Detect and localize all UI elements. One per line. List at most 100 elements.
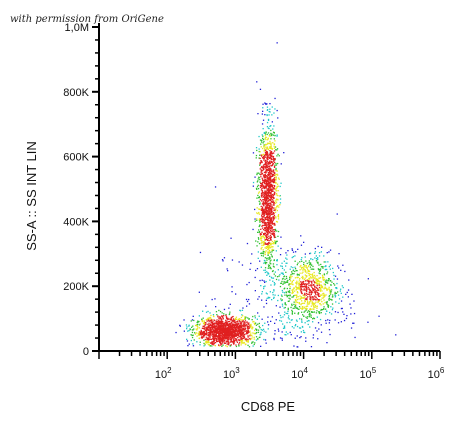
data-point bbox=[218, 317, 220, 319]
data-point bbox=[275, 199, 277, 201]
data-point bbox=[339, 290, 341, 292]
data-point bbox=[295, 306, 297, 308]
data-point bbox=[218, 332, 220, 335]
data-point bbox=[246, 325, 248, 327]
data-point bbox=[296, 287, 298, 289]
data-point bbox=[303, 307, 305, 309]
data-point bbox=[332, 267, 334, 270]
data-point bbox=[268, 182, 270, 184]
data-point bbox=[305, 287, 307, 289]
data-point bbox=[278, 312, 280, 314]
data-point bbox=[213, 333, 215, 335]
data-point bbox=[235, 329, 238, 331]
data-point bbox=[378, 315, 380, 317]
data-point bbox=[327, 319, 329, 321]
data-point bbox=[234, 335, 236, 337]
data-point bbox=[313, 317, 316, 320]
data-point bbox=[306, 305, 308, 307]
data-point bbox=[312, 265, 314, 268]
data-point bbox=[237, 330, 239, 332]
data-point bbox=[270, 219, 273, 221]
data-point bbox=[291, 309, 293, 312]
data-point bbox=[265, 152, 267, 154]
data-point bbox=[310, 276, 312, 278]
data-point bbox=[267, 194, 269, 196]
data-point bbox=[207, 328, 209, 330]
data-point bbox=[228, 313, 230, 316]
data-point bbox=[229, 337, 231, 340]
data-point bbox=[229, 341, 231, 343]
data-point bbox=[326, 271, 329, 273]
data-point bbox=[309, 302, 311, 304]
data-point bbox=[273, 284, 276, 286]
data-point bbox=[326, 342, 328, 344]
data-point bbox=[188, 329, 190, 332]
data-point bbox=[239, 318, 241, 320]
data-point bbox=[254, 208, 256, 211]
data-point bbox=[240, 332, 242, 334]
data-point bbox=[267, 226, 270, 229]
data-point bbox=[267, 247, 269, 249]
data-point bbox=[204, 327, 206, 329]
data-point bbox=[263, 237, 266, 239]
data-point bbox=[309, 263, 311, 265]
data-point bbox=[240, 326, 243, 328]
data-point bbox=[207, 319, 210, 321]
data-point bbox=[261, 155, 263, 157]
data-point bbox=[270, 247, 272, 249]
data-point bbox=[349, 303, 351, 305]
data-point bbox=[231, 286, 233, 288]
data-point bbox=[262, 250, 264, 253]
data-point bbox=[183, 319, 185, 321]
data-point bbox=[266, 195, 268, 198]
data-point bbox=[265, 246, 267, 248]
scatter-points bbox=[175, 42, 397, 348]
data-point bbox=[252, 315, 254, 318]
data-point bbox=[199, 251, 202, 254]
data-point bbox=[220, 323, 222, 325]
data-point bbox=[259, 334, 261, 336]
data-point bbox=[242, 315, 244, 317]
data-point bbox=[266, 179, 268, 182]
data-point bbox=[242, 326, 244, 328]
data-point bbox=[225, 340, 227, 342]
data-point bbox=[274, 179, 276, 181]
data-point bbox=[224, 328, 226, 331]
data-point bbox=[226, 341, 229, 343]
data-point bbox=[302, 283, 305, 285]
data-point bbox=[261, 299, 263, 301]
data-point bbox=[223, 331, 226, 333]
data-point bbox=[263, 138, 265, 141]
data-point bbox=[310, 308, 312, 311]
data-point bbox=[219, 324, 221, 326]
data-point bbox=[234, 333, 236, 335]
data-point bbox=[207, 323, 209, 325]
data-point bbox=[263, 179, 265, 182]
data-point bbox=[231, 327, 233, 329]
data-point bbox=[300, 284, 302, 286]
data-point bbox=[275, 305, 277, 307]
data-point bbox=[210, 329, 212, 331]
data-point bbox=[327, 305, 329, 307]
data-point bbox=[263, 145, 265, 147]
data-point bbox=[260, 254, 263, 257]
data-point bbox=[295, 324, 297, 326]
data-point bbox=[264, 152, 267, 154]
data-point bbox=[283, 269, 285, 271]
data-point bbox=[260, 182, 262, 185]
data-point bbox=[268, 228, 270, 230]
data-point bbox=[308, 274, 310, 277]
data-point bbox=[274, 236, 276, 238]
data-point bbox=[296, 295, 298, 297]
data-point bbox=[247, 328, 249, 330]
data-point bbox=[351, 293, 353, 295]
data-point bbox=[304, 277, 306, 279]
data-point bbox=[312, 275, 314, 277]
data-point bbox=[298, 327, 301, 329]
data-point bbox=[214, 186, 217, 188]
data-point bbox=[210, 321, 212, 324]
data-point bbox=[269, 173, 271, 176]
data-point bbox=[267, 148, 270, 151]
data-point bbox=[235, 323, 237, 325]
data-point bbox=[267, 296, 269, 298]
